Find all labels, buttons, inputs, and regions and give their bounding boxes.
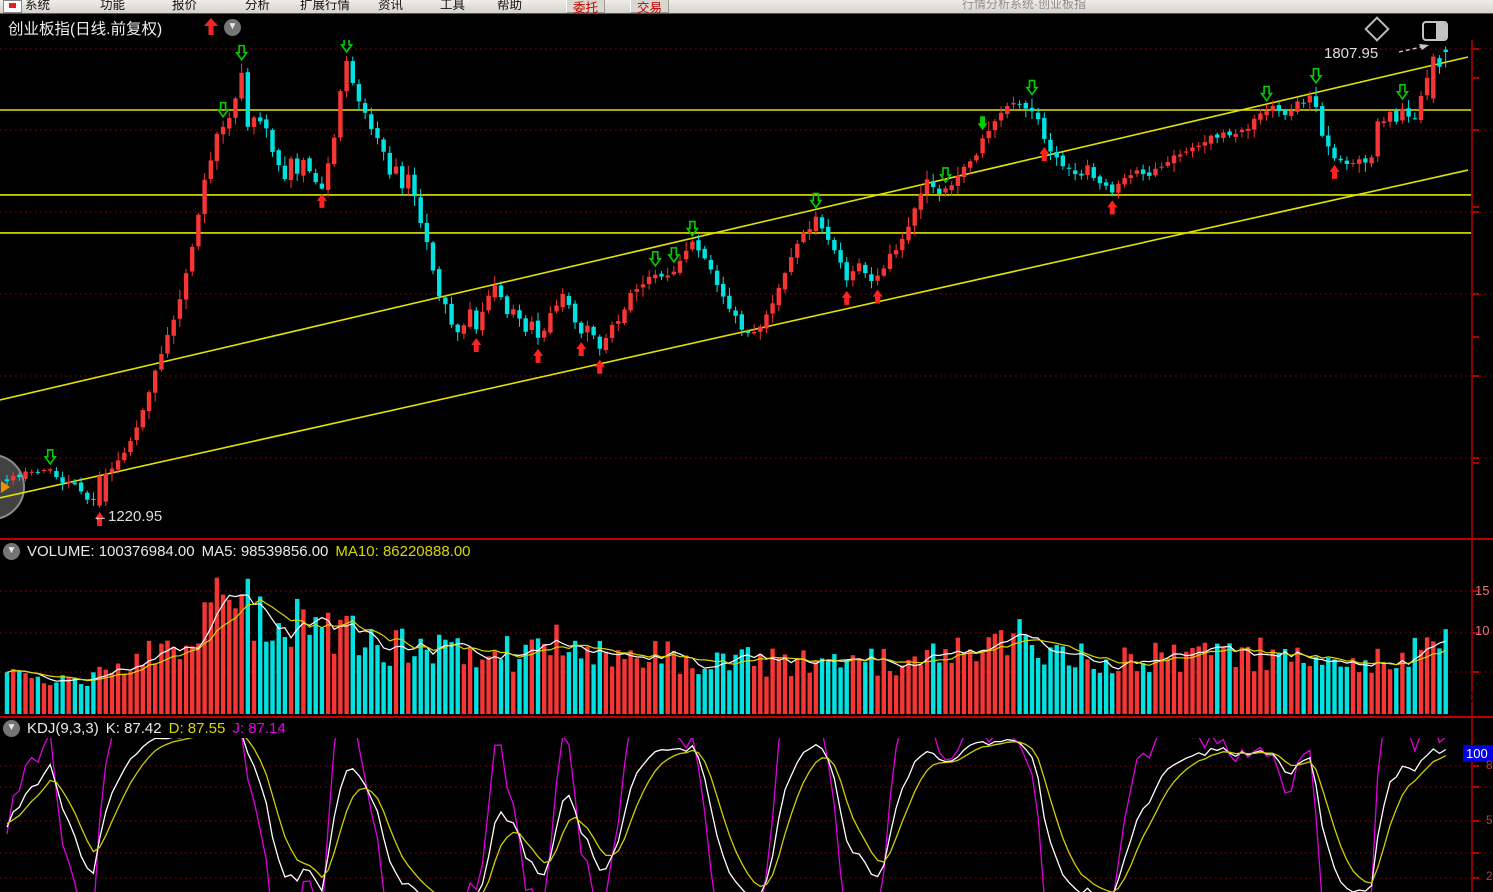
buy-markers: [94, 147, 1340, 526]
collapse-chevron-icon[interactable]: ▼: [224, 19, 241, 36]
volume-ma5-line: [6, 594, 1446, 682]
right-axis-line: [1471, 40, 1473, 892]
menu-item-2[interactable]: 功能: [100, 0, 126, 12]
volume-ma10-label: MA10:: [335, 543, 379, 560]
menu-item-1[interactable]: 系统: [25, 0, 51, 12]
left-widget-arrow-icon: [1, 481, 10, 493]
kdj-j-line: [6, 738, 1446, 892]
kdj-panel-header: ▼ KDJ(9,3,3) K: 87.42 D: 87.55 J: 87.14: [3, 720, 286, 737]
kdj-axis-label: 50: [1486, 813, 1493, 827]
current-price-label: 1807.95: [1324, 45, 1378, 62]
volume-collapse-chevron-icon[interactable]: ▼: [3, 543, 20, 560]
menu-item-8[interactable]: 帮助: [497, 0, 523, 12]
kdj-label: KDJ(9,3,3): [27, 720, 99, 737]
volume-value: 100376984.00: [98, 543, 195, 560]
volume-label: VOLUME:: [27, 543, 95, 560]
volume-ma5-label: MA5:: [201, 543, 237, 560]
menu-item-4[interactable]: 分析: [245, 0, 271, 12]
menu-item-6[interactable]: 资讯: [378, 0, 404, 12]
volume-ma10-line: [6, 598, 1446, 682]
kdj-k-label: K:: [105, 720, 120, 737]
kdj-axis-label: 20: [1486, 869, 1493, 883]
panel-divider: [0, 538, 1493, 540]
menu-item-hot-1[interactable]: 委托: [566, 0, 606, 15]
app-icon[interactable]: [3, 0, 22, 13]
kdj-grid: [0, 765, 1493, 879]
kdj-scale-100-label: 100: [1463, 745, 1493, 762]
volume-ma10-value: 86220888.00: [382, 543, 471, 560]
kdj-d-line: [6, 738, 1446, 892]
volume-axis-label: 15: [1475, 583, 1490, 598]
kdj-d-value: 87.55: [187, 720, 226, 737]
volume-panel-header: ▼ VOLUME: 100376984.00 MA5: 98539856.00 …: [3, 543, 471, 560]
volume-ma5-value: 98539856.00: [240, 543, 329, 560]
period-low-label: ←1220.95: [93, 508, 162, 525]
menu-bar: 行情分析系统·创业板指 系统 功能 报价 分析 扩展行情 资讯 工具 帮助 委托 交易: [0, 0, 1493, 15]
chart-title: 创业板指(日线.前复权): [8, 21, 163, 38]
main-price-panel: 1807.95 ←1220.95: [0, 40, 1471, 526]
kdj-d-label: D:: [168, 720, 184, 737]
kdj-collapse-chevron-icon[interactable]: ▼: [3, 720, 20, 737]
volume-axis-label: 10: [1475, 623, 1490, 638]
kdj-j-label: J:: [232, 720, 244, 737]
window-title: 行情分析系统·创业板指: [962, 0, 1086, 11]
panel-divider: [0, 716, 1493, 718]
menu-item-5[interactable]: 扩展行情: [300, 0, 351, 12]
kdj-panel: [6, 738, 1447, 892]
left-widget-handle: [0, 454, 25, 520]
volume-panel: [4, 577, 1448, 714]
menu-item-7[interactable]: 工具: [440, 0, 466, 12]
split-window-icon[interactable]: [1422, 21, 1448, 41]
menu-item-hot-2[interactable]: 交易: [630, 0, 670, 15]
main-grid: [0, 48, 1493, 459]
volume-scale-label: X1: [1470, 689, 1488, 705]
kdj-axis-label: 80: [1486, 758, 1493, 772]
kdj-j-value: 87.14: [248, 720, 286, 737]
sell-markers: [43, 40, 1409, 466]
price-up-arrow-icon: [204, 18, 218, 35]
kdj-k-line: [6, 738, 1447, 892]
kdj-k-value: 87.42: [124, 720, 162, 737]
menu-item-3[interactable]: 报价: [172, 0, 198, 12]
